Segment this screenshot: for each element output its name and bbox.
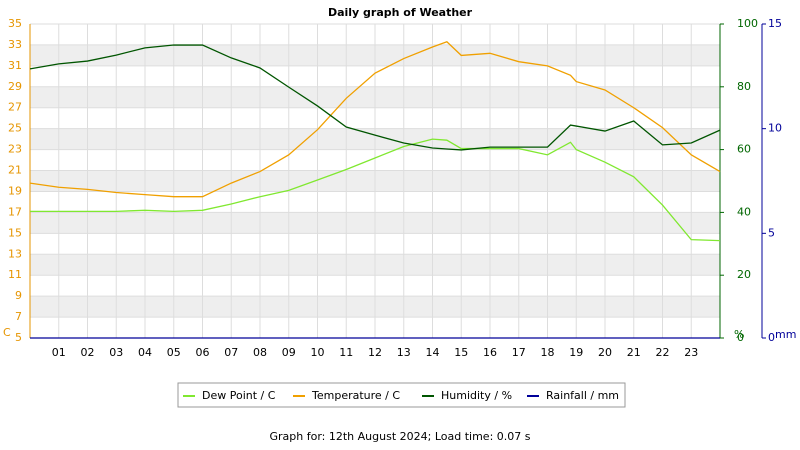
y-tick-label: 33 <box>8 38 22 51</box>
x-tick-label: 10 <box>311 346 325 359</box>
footer: Graph for: 12th August 2024; Load time: … <box>270 430 531 443</box>
x-tick-label: 15 <box>454 346 468 359</box>
x-tick-label: 18 <box>541 346 555 359</box>
y2-tick-label: 80 <box>737 80 751 93</box>
y-tick-label: 35 <box>8 17 22 30</box>
y3-axis-label: mm <box>775 328 796 341</box>
x-tick-label: 12 <box>368 346 382 359</box>
x-tick-label: 06 <box>196 346 210 359</box>
y3-tick-label: 0 <box>768 331 775 344</box>
x-tick-label: 22 <box>656 346 670 359</box>
x-tick-label: 23 <box>684 346 698 359</box>
x-tick-label: 21 <box>627 346 641 359</box>
x-tick-label: 07 <box>224 346 238 359</box>
x-tick-label: 09 <box>282 346 296 359</box>
y-tick-label: 19 <box>8 184 22 197</box>
y-tick-label: 15 <box>8 226 22 239</box>
y-tick-label: 23 <box>8 143 22 156</box>
x-tick-label: 13 <box>397 346 411 359</box>
y2-tick-label: 60 <box>737 143 751 156</box>
legend-box <box>177 382 626 408</box>
y-tick-label: 17 <box>8 205 22 218</box>
y2-tick-label: 40 <box>737 205 751 218</box>
y2-axis-label: % <box>734 328 744 341</box>
x-tick-label: 14 <box>426 346 440 359</box>
y-tick-label: 11 <box>8 268 22 281</box>
x-tick-label: 03 <box>109 346 123 359</box>
y-tick-label: 13 <box>8 247 22 260</box>
y-tick-label: 25 <box>8 122 22 135</box>
x-tick-label: 02 <box>81 346 95 359</box>
y3-tick-label: 5 <box>768 226 775 239</box>
y-tick-label: 27 <box>8 101 22 114</box>
legend-label: Humidity / % <box>441 389 512 402</box>
y-tick-label: 31 <box>8 59 22 72</box>
y-tick-label: 5 <box>15 331 22 344</box>
legend-label: Dew Point / C <box>202 389 276 402</box>
y3-tick-label: 10 <box>768 122 782 135</box>
y3-tick-label: 15 <box>768 17 782 30</box>
y2-tick-label: 20 <box>737 268 751 281</box>
series-line <box>29 44 721 151</box>
y2-tick-label: 0 <box>737 331 744 344</box>
chart-title: Daily graph of Weather <box>328 6 473 19</box>
x-tick-label: 17 <box>512 346 526 359</box>
x-tick-label: 20 <box>598 346 612 359</box>
y2-tick-label: 100 <box>737 17 758 30</box>
y-tick-label: 9 <box>15 289 22 302</box>
series-line <box>29 41 721 198</box>
y-tick-label: 7 <box>15 310 22 323</box>
x-tick-label: 04 <box>138 346 152 359</box>
x-tick-label: 05 <box>167 346 181 359</box>
x-tick-label: 11 <box>339 346 353 359</box>
y-tick-label: 29 <box>8 80 22 93</box>
legend-label: Temperature / C <box>311 389 400 402</box>
x-tick-label: 01 <box>52 346 66 359</box>
y-tick-label: 21 <box>8 164 22 177</box>
y-axis-label: C <box>3 326 11 339</box>
series-line <box>30 138 721 242</box>
x-tick-label: 16 <box>483 346 497 359</box>
x-tick-label: 08 <box>253 346 267 359</box>
x-tick-label: 19 <box>569 346 583 359</box>
legend-label: Rainfall / mm <box>546 389 619 402</box>
